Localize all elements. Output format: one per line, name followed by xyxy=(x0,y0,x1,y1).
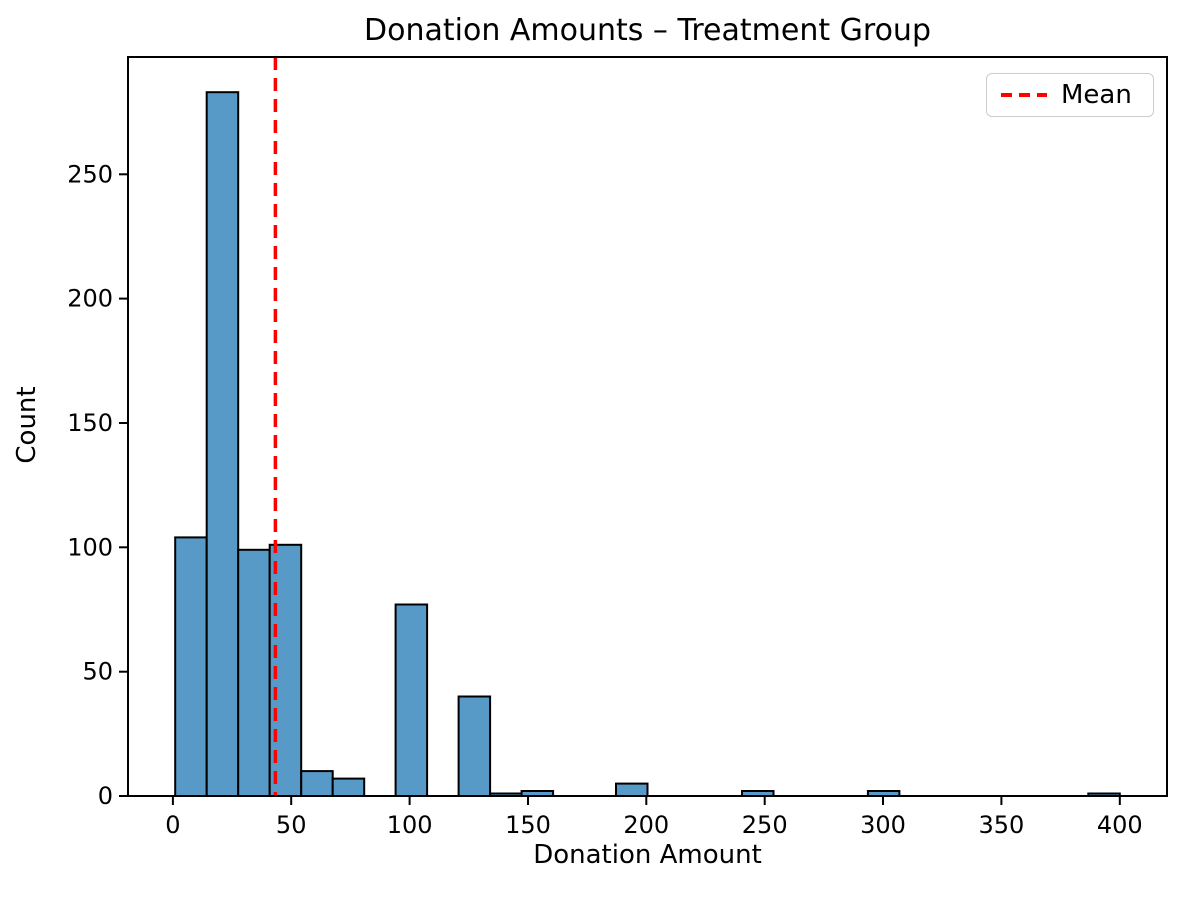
mean-dashed-line-swatch xyxy=(1001,93,1047,97)
y-tick-label: 150 xyxy=(67,409,113,437)
x-tick-label: 300 xyxy=(860,811,906,839)
y-tick-label: 200 xyxy=(67,285,113,313)
x-axis-label: Donation Amount xyxy=(533,840,762,870)
histogram-bar xyxy=(457,695,492,797)
x-tick-label: 400 xyxy=(1097,811,1143,839)
y-axis-label: Count xyxy=(12,386,42,464)
x-tick-label: 250 xyxy=(742,811,788,839)
y-tick-label: 0 xyxy=(98,782,113,810)
x-tick-label: 50 xyxy=(276,811,307,839)
x-tick-label: 150 xyxy=(505,811,551,839)
y-tick-label: 50 xyxy=(82,658,113,686)
y-tick-label: 250 xyxy=(67,160,113,188)
x-tick-label: 200 xyxy=(623,811,669,839)
histogram-bar xyxy=(394,603,429,797)
histogram-bar xyxy=(237,548,271,797)
legend: Mean xyxy=(986,73,1154,117)
histogram-bar xyxy=(615,782,649,797)
histogram-bar xyxy=(300,770,334,797)
histogram-bar xyxy=(331,777,366,797)
x-tick-label: 0 xyxy=(165,811,180,839)
histogram-bar xyxy=(174,536,208,798)
chart-title: Donation Amounts – Treatment Group xyxy=(364,13,931,48)
y-tick-label: 100 xyxy=(67,533,113,561)
legend-label-mean: Mean xyxy=(1061,80,1132,110)
histogram-bar xyxy=(205,91,240,797)
plot-border xyxy=(127,56,1168,797)
x-tick-label: 350 xyxy=(978,811,1024,839)
x-tick-label: 100 xyxy=(387,811,433,839)
